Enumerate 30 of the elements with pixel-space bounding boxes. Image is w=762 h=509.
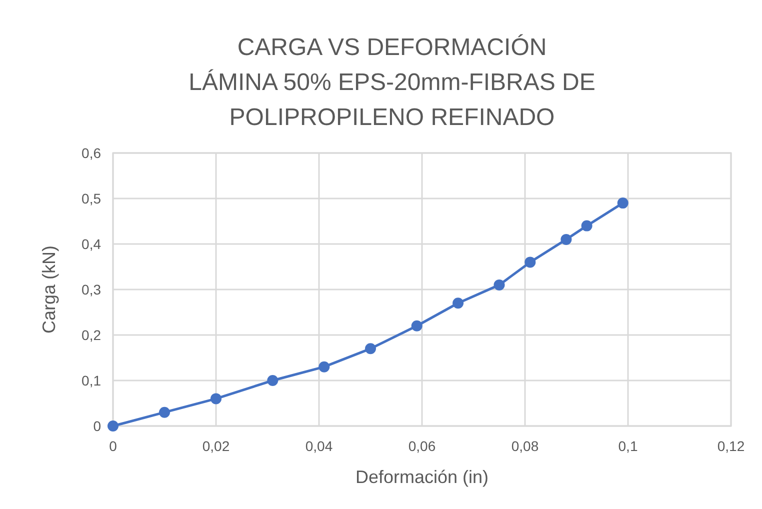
point xyxy=(581,220,592,232)
y-tick-label: 0,2 xyxy=(82,326,102,343)
y-tick-label: 0,6 xyxy=(82,144,102,161)
x-tick-label: 0,12 xyxy=(717,438,745,454)
point xyxy=(108,420,118,432)
y-tick-label: 0,4 xyxy=(82,236,102,252)
x-axis-title: Deformación (in) xyxy=(355,467,489,487)
x-tick-label: 0 xyxy=(109,438,118,454)
x-tick-label: 0,08 xyxy=(511,438,539,454)
chart-title: CARGA VS DEFORMACIÓN LÁMINA 50% EPS-20mm-FIBRAS DE POLIPROPILENO REFINADO xyxy=(188,34,596,131)
point xyxy=(617,198,628,209)
point xyxy=(210,393,222,404)
x-tick-label: 0,1 xyxy=(618,438,638,454)
x-tick-label: 0,04 xyxy=(305,438,333,454)
y-tick-label: 0,1 xyxy=(82,372,102,388)
y-axis-title: Carga (kN) xyxy=(39,245,59,334)
point xyxy=(560,234,572,245)
point xyxy=(524,256,536,268)
x-tick-label: 0,02 xyxy=(202,438,230,454)
y-tick-label: 0,5 xyxy=(82,190,102,206)
point xyxy=(452,298,464,309)
y-tick-label: 0,3 xyxy=(82,281,102,298)
point xyxy=(267,375,278,386)
point xyxy=(494,279,505,290)
x-tick-label: 0,06 xyxy=(408,438,436,454)
point xyxy=(411,320,422,332)
y-tick-label: 0 xyxy=(93,418,102,434)
point xyxy=(159,406,170,418)
point xyxy=(318,361,330,372)
point xyxy=(365,343,376,354)
